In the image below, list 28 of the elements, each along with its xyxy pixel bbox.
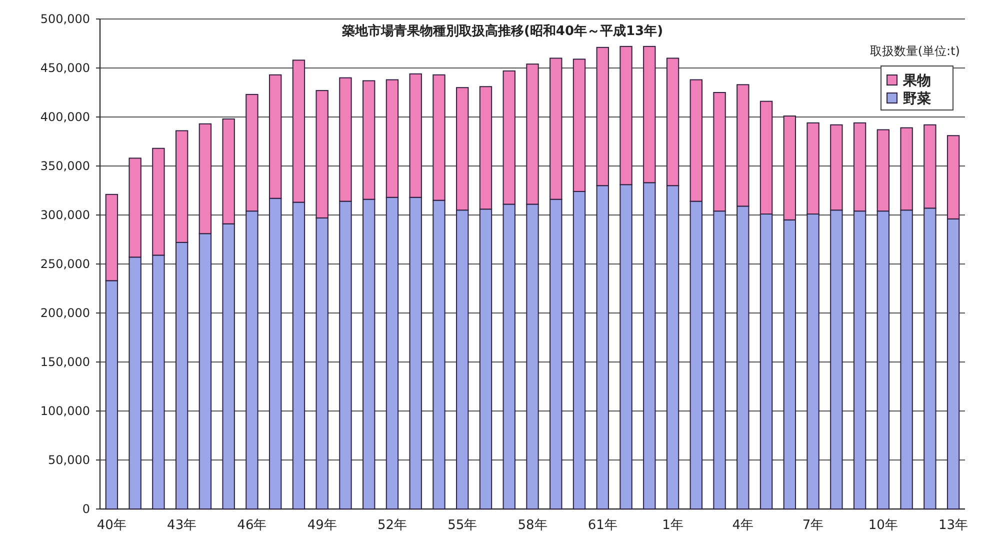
y-tick-label: 200,000 — [40, 306, 90, 320]
legend-label: 野菜 — [903, 91, 931, 107]
y-tick-label: 300,000 — [40, 208, 90, 222]
y-tick-label: 350,000 — [40, 159, 90, 173]
legend-label: 果物 — [902, 73, 931, 89]
x-tick-label: 4年 — [732, 518, 754, 533]
y-tick-label: 250,000 — [40, 257, 90, 271]
x-tick-label: 61年 — [588, 518, 618, 533]
x-tick-label: 46年 — [237, 518, 267, 533]
x-tick-label: 52年 — [377, 518, 408, 533]
x-tick-label: 58年 — [518, 518, 548, 533]
x-tick-label: 49年 — [307, 518, 337, 533]
y-tick-label: 500,000 — [40, 12, 90, 26]
y-tick-label: 0 — [82, 502, 90, 516]
y-tick-label: 400,000 — [40, 110, 90, 124]
x-tick-label: 13年 — [938, 518, 968, 533]
x-tick-label: 10年 — [868, 518, 898, 533]
y-tick-label: 50,000 — [48, 453, 90, 467]
y-tick-label: 150,000 — [40, 355, 90, 369]
x-tick-label: 7年 — [802, 518, 824, 533]
chart-title: 築地市場青果物種別取扱高推移(昭和40年～平成13年) — [340, 23, 664, 39]
x-tick-label: 40年 — [96, 518, 126, 533]
annotation: 取扱数量(単位:t) — [870, 44, 960, 58]
x-tick-label: 43年 — [167, 518, 197, 533]
x-tick-label: 55年 — [448, 518, 478, 533]
y-tick-label: 450,000 — [40, 61, 90, 75]
x-tick-label: 1年 — [662, 518, 684, 533]
y-tick-label: 100,000 — [40, 404, 90, 418]
